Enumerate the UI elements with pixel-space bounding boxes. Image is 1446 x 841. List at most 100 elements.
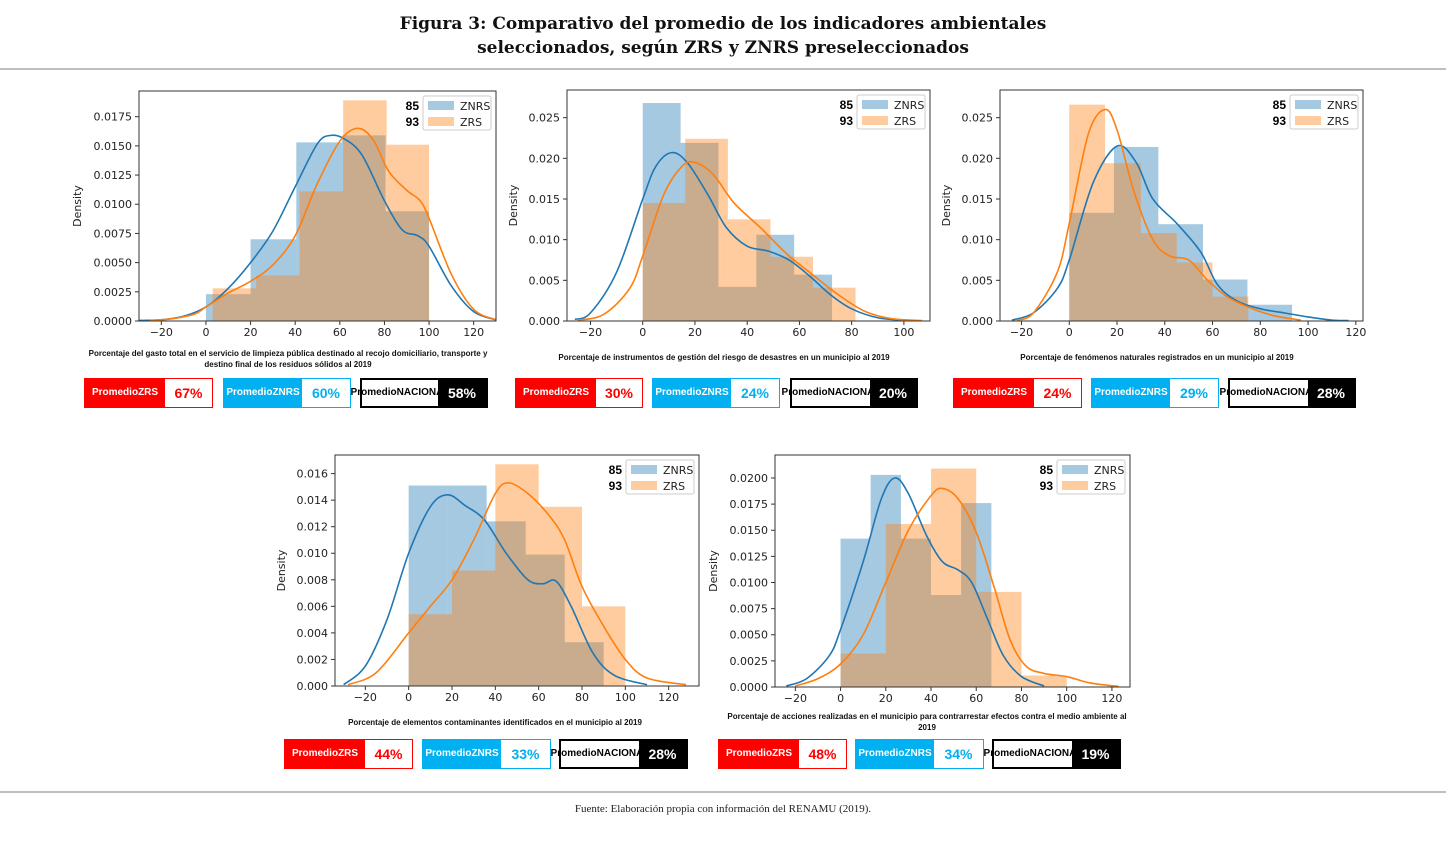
y-tick-label: 0.010	[962, 234, 994, 247]
x-tick-label: 40	[924, 692, 938, 705]
density-chart-4: −20 0 20 40 60 80 100 120 0.000 0.002 0.004 0.006 0.…	[275, 454, 700, 704]
plot-frame	[138, 90, 497, 322]
x-tick-label: 100	[419, 326, 440, 339]
x-tick-label: 60	[532, 691, 546, 704]
kde-line-znrs	[343, 494, 648, 686]
legend: ZNRS 85 ZRS 93	[1273, 94, 1359, 130]
group-name: ZNRS	[701, 387, 729, 398]
kde-line-zrs	[150, 127, 497, 322]
x-tick-label: 0	[639, 326, 646, 339]
legend-count: 93	[1273, 114, 1287, 128]
x-tick-label: 20	[688, 326, 702, 339]
bar-znrs-1	[1113, 146, 1159, 321]
promedio-znrs-label: Promedio ZNRS	[653, 379, 731, 407]
promedio-znrs-label: Promedio ZNRS	[224, 379, 302, 407]
promedio-word: Promedio	[522, 387, 570, 398]
chart-caption: Porcentaje de fenómenos naturales regist…	[1020, 353, 1294, 362]
promedio-nacional-label: Promedio NACIONAL	[782, 380, 880, 406]
legend-label: ZRS	[460, 116, 482, 129]
chart-caption: Porcentaje de acciones realizadas en el …	[727, 712, 1127, 732]
bar-znrs-1	[447, 485, 487, 686]
group-name: ZNRS	[471, 748, 499, 759]
promedio-nacional-box: Promedio NACIONAL 58%	[351, 378, 488, 408]
x-tick-label: 80	[1253, 326, 1267, 339]
x-tick-label: 80	[575, 691, 589, 704]
y-tick-label: 0.0075	[730, 603, 769, 616]
legend-label: ZNRS	[460, 100, 490, 113]
promedio-znrs-value: 60%	[302, 379, 350, 407]
promedio-nacional-box: Promedio NACIONAL 28%	[551, 739, 688, 769]
bar-zrs-2	[931, 468, 977, 687]
group-name: NACIONAL	[827, 387, 881, 398]
bar-znrs-0	[408, 485, 448, 686]
x-tick-label: 80	[1014, 692, 1028, 705]
promedio-nacional-label: Promedio NACIONAL	[984, 741, 1082, 767]
x-tick-label: 60	[333, 326, 347, 339]
legend-label: ZRS	[663, 480, 685, 493]
bar-zrs-3	[770, 256, 814, 321]
y-tick-label: 0.000	[962, 315, 994, 328]
chart-caption: Porcentaje de instrumentos de gestión de…	[558, 353, 890, 362]
y-tick-label: 0.0150	[94, 140, 133, 153]
group-name: ZRS	[338, 748, 359, 759]
x-tick-label: 20	[244, 326, 258, 339]
legend-swatch-znrs	[1295, 100, 1321, 109]
legend-count: 85	[1273, 98, 1287, 112]
legend-swatch-zrs	[1062, 481, 1088, 490]
legend-label: ZNRS	[1094, 464, 1124, 477]
y-axis-label: Density	[940, 184, 953, 226]
promedio-zrs-value: 30%	[596, 379, 642, 407]
x-tick-label: 80	[377, 326, 391, 339]
y-tick-label: 0.008	[297, 574, 329, 587]
bar-znrs-3	[1202, 279, 1248, 321]
bar-znrs-0	[205, 294, 251, 321]
group-name: ZNRS	[1140, 387, 1168, 398]
figure-title-line2: seleccionados, según ZRS y ZNRS preselec…	[477, 38, 969, 58]
promedio-word: Promedio	[983, 748, 1030, 759]
promedio-znrs-label: Promedio ZNRS	[856, 740, 934, 768]
group-name: NACIONAL	[1265, 387, 1319, 398]
y-tick-label: 0.005	[962, 274, 994, 287]
promedio-znrs-value: 29%	[1170, 379, 1218, 407]
bar-zrs-2	[1140, 233, 1177, 321]
group-name: NACIONAL	[396, 387, 450, 398]
promedio-word: Promedio	[1094, 387, 1141, 398]
bar-znrs-2	[900, 538, 932, 687]
bar-zrs-3	[343, 100, 387, 321]
plot-frame	[334, 454, 700, 687]
promedio-zrs-label: Promedio ZRS	[516, 379, 596, 407]
legend-count: 93	[609, 479, 623, 493]
legend: ZNRS 85 ZRS 93	[609, 459, 695, 495]
legend-swatch-zrs	[631, 481, 657, 490]
histogram-zrs	[408, 464, 626, 686]
x-tick-label: −20	[354, 691, 377, 704]
kde-line-zrs	[577, 160, 923, 322]
top-rule	[0, 68, 1446, 70]
legend-label: ZRS	[894, 115, 916, 128]
legend-count: 93	[840, 114, 854, 128]
histogram-znrs	[642, 103, 833, 321]
promedio-zrs-box: Promedio ZRS 44%	[284, 739, 413, 769]
group-name: ZRS	[772, 748, 793, 759]
x-tick-label: 0	[1066, 326, 1073, 339]
y-tick-label: 0.010	[297, 547, 329, 560]
legend-swatch-znrs	[428, 101, 454, 110]
promedio-zrs-box: Promedio ZRS 30%	[515, 378, 643, 408]
promedio-nacional-value: 58%	[438, 380, 486, 406]
bar-zrs-0	[212, 288, 257, 321]
legend-frame	[856, 94, 926, 130]
chart-caption: Porcentaje de elementos contaminantes id…	[348, 718, 642, 727]
promedio-nacional-value: 20%	[870, 380, 916, 406]
histogram-znrs	[205, 135, 430, 321]
y-tick-label: 0.0050	[730, 629, 769, 642]
y-tick-label: 0.020	[529, 152, 561, 165]
group-name: NACIONAL	[1029, 748, 1083, 759]
y-tick-label: 0.0125	[94, 169, 133, 182]
promedio-zrs-value: 44%	[365, 740, 412, 768]
x-tick-label: 120	[1345, 326, 1366, 339]
promedio-nacional-value: 28%	[1308, 380, 1354, 406]
promedio-znrs-value: 34%	[934, 740, 983, 768]
promedio-znrs-label: Promedio ZNRS	[423, 740, 501, 768]
bar-znrs-0	[642, 103, 681, 321]
legend-swatch-zrs	[1295, 116, 1321, 125]
